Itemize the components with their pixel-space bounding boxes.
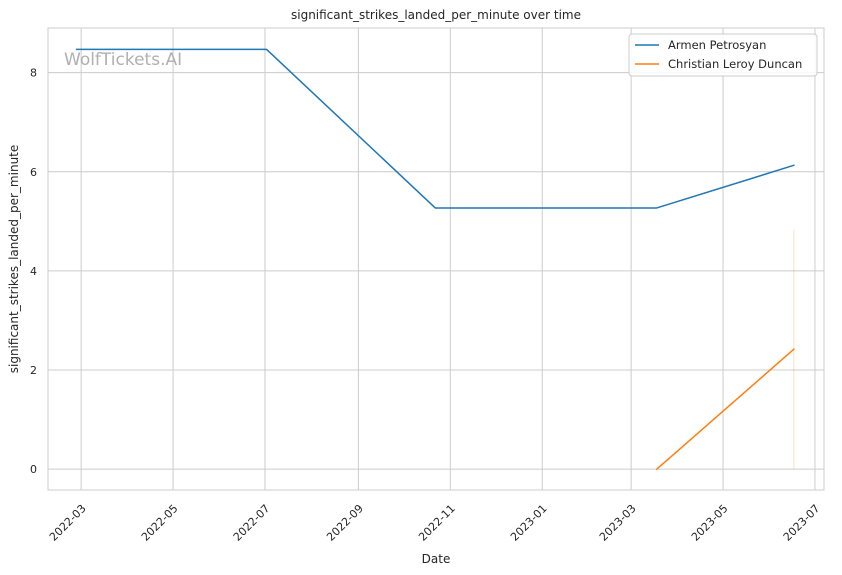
legend-entry-label: Christian Leroy Duncan xyxy=(668,57,802,71)
y-tick-label: 2 xyxy=(30,364,37,377)
y-tick-label: 4 xyxy=(30,265,37,278)
y-tick-label: 0 xyxy=(30,463,37,476)
series-line-1 xyxy=(75,48,795,209)
y-axis-title: significant_strikes_landed_per_minute xyxy=(7,145,21,374)
x-tick-label: 2023-05 xyxy=(689,502,731,544)
x-tick-label: 2022-05 xyxy=(139,502,181,544)
x-gridlines xyxy=(80,28,816,490)
y-gridlines xyxy=(48,72,824,470)
y-axis-tick-labels: 0 2 4 6 8 xyxy=(30,67,37,477)
plot-area-frame xyxy=(47,27,825,491)
x-tick-label: 2022-03 xyxy=(47,502,89,544)
x-tick-label: 2023-01 xyxy=(508,502,550,544)
x-tick-label: 2022-09 xyxy=(324,502,366,544)
x-axis-title: Date xyxy=(422,552,451,566)
watermark-text: WolfTickets.AI xyxy=(64,50,182,70)
series-lines xyxy=(75,48,795,471)
legend: Armen Petrosyan Christian Leroy Duncan xyxy=(628,33,818,77)
y-tick-label: 8 xyxy=(30,67,37,80)
legend-entry-label: Armen Petrosyan xyxy=(668,38,766,52)
x-tick-label: 2022-11 xyxy=(416,502,458,544)
legend-box xyxy=(628,33,818,77)
x-tick-label: 2022-07 xyxy=(231,502,273,544)
x-tick-label: 2023-07 xyxy=(781,502,823,544)
x-axis-tick-labels: 2022-03 2022-05 2022-07 2022-09 2022-11 2023-… xyxy=(47,502,823,544)
series-line-2 xyxy=(655,348,795,471)
x-tick-label: 2023-03 xyxy=(597,502,639,544)
y-tick-label: 6 xyxy=(30,166,37,179)
chart-title: significant_strikes_landed_per_minute ov… xyxy=(291,8,581,22)
